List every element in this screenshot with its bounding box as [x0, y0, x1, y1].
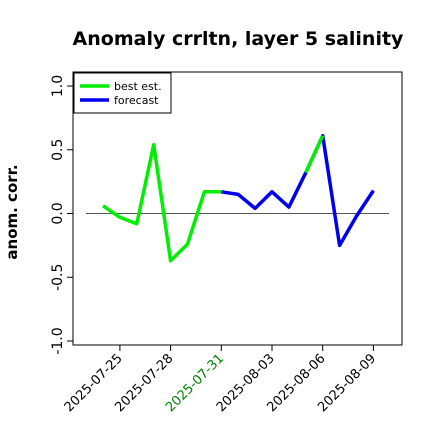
y-tick-label: -1.0 [50, 327, 66, 354]
y-tick-label: -0.5 [50, 264, 66, 291]
legend-label: forecast [114, 94, 159, 107]
y-axis: -1.0 -0.5 0.0 0.5 1.0 [50, 75, 73, 355]
y-tick-label: 0.0 [50, 202, 66, 224]
legend-label: best est. [114, 80, 162, 93]
series-line-overlay [304, 134, 325, 174]
y-tick-label: 0.5 [50, 139, 66, 161]
x-axis: 2025-07-252025-07-282025-07-312025-08-03… [62, 345, 379, 415]
y-tick-label: 1.0 [50, 75, 66, 97]
series-line-forecast [221, 133, 375, 248]
chart-title: Anomaly crrltn, layer 5 salinity [73, 28, 404, 50]
plot-area [86, 133, 389, 263]
legend-box [73, 72, 172, 114]
plot-frame [72, 71, 403, 346]
series-line-best-est [102, 142, 222, 263]
y-axis-label: anom. corr. [3, 164, 21, 259]
legend: best est.forecast [73, 72, 172, 114]
